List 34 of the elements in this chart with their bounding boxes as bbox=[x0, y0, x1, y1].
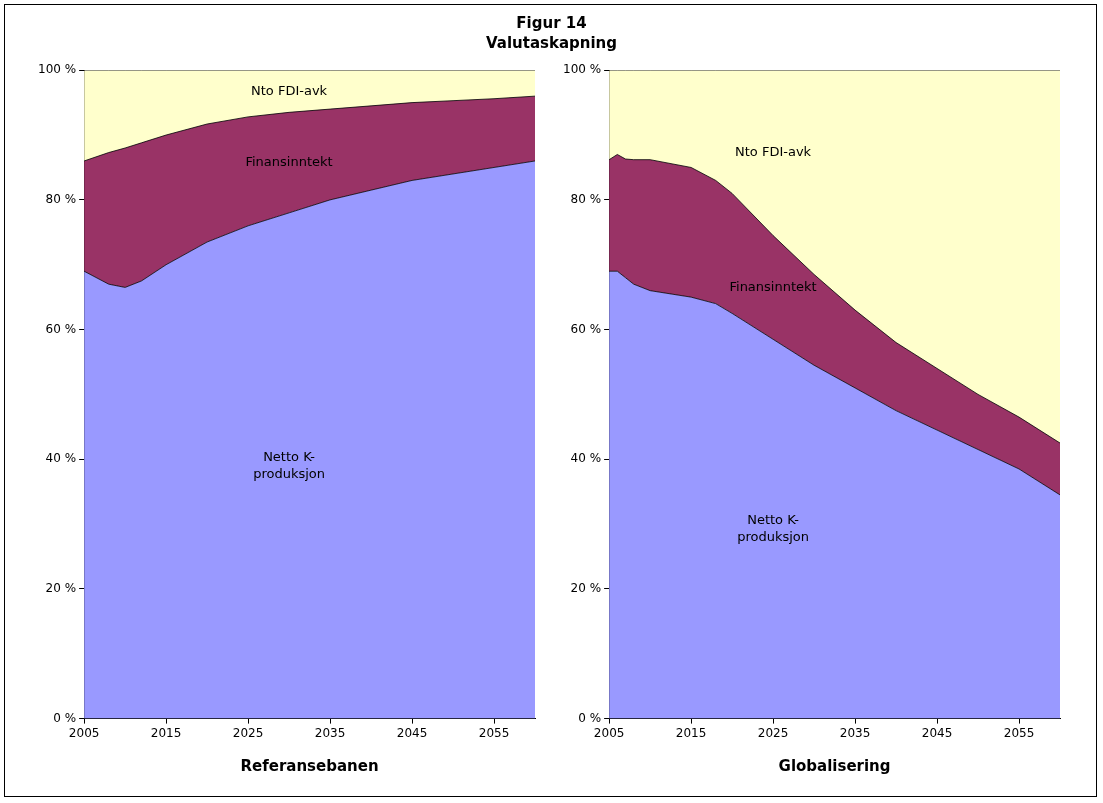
series-label: Nto FDI-avk bbox=[251, 82, 328, 98]
series-label: Netto K-produksjon bbox=[253, 448, 325, 481]
chart-title: Figur 14 bbox=[515, 13, 588, 33]
y-tick-label: 60 % bbox=[45, 321, 77, 336]
series-label: Finansinntekt bbox=[729, 278, 817, 294]
x-tick-label: 2005 bbox=[68, 725, 100, 740]
x-axis-title: Referansebanen bbox=[240, 756, 379, 775]
chart-subtitle: Valutaskapning bbox=[485, 33, 618, 53]
x-tick-label: 2025 bbox=[757, 725, 789, 740]
x-tick-label: 2045 bbox=[396, 725, 428, 740]
y-tick-label: 80 % bbox=[570, 192, 602, 207]
x-tick-label: 2055 bbox=[478, 725, 510, 740]
y-tick-label: 40 % bbox=[570, 451, 602, 466]
x-tick-label: 2005 bbox=[593, 725, 625, 740]
y-tick-label: 100 % bbox=[563, 62, 602, 77]
y-tick-label: 0 % bbox=[53, 710, 77, 725]
y-tick-label: 60 % bbox=[570, 321, 602, 336]
x-tick-label: 2045 bbox=[921, 725, 953, 740]
series-label: Nto FDI-avk bbox=[735, 144, 812, 160]
series-label: Netto K-produksjon bbox=[737, 511, 810, 544]
x-tick-label: 2015 bbox=[675, 725, 707, 740]
x-tick-label: 2025 bbox=[232, 725, 264, 740]
y-tick-label: 0 % bbox=[578, 710, 602, 725]
y-tick-label: 20 % bbox=[45, 581, 77, 596]
x-axis-title: Globalisering bbox=[778, 756, 891, 775]
series-label: Finansinntekt bbox=[245, 153, 333, 169]
x-tick-label: 2035 bbox=[314, 725, 346, 740]
x-tick-label: 2055 bbox=[1003, 725, 1035, 740]
y-tick-label: 20 % bbox=[570, 581, 602, 596]
y-tick-label: 100 % bbox=[38, 62, 77, 77]
y-tick-label: 40 % bbox=[45, 451, 77, 466]
x-tick-label: 2015 bbox=[150, 725, 182, 740]
y-tick-label: 80 % bbox=[45, 192, 77, 207]
x-tick-label: 2035 bbox=[839, 725, 871, 740]
